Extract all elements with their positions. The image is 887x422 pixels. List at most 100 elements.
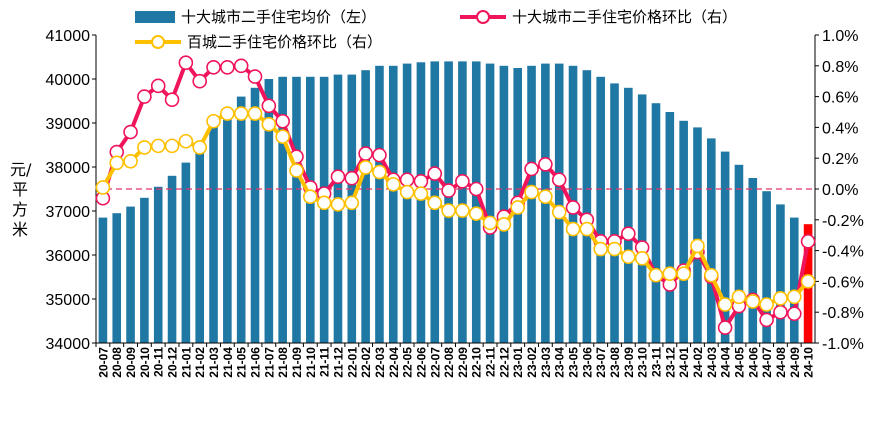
- right-tick-label: -0.8%: [822, 305, 864, 322]
- hundred-city-point-21-10: [303, 189, 318, 204]
- legend-bar-label: 十大城市二手住宅均价（左）: [181, 8, 377, 26]
- hundred-city-point-23-11: [648, 267, 664, 283]
- ten-city-point-24-09: [786, 306, 802, 322]
- bar-20-10: [140, 197, 149, 343]
- hundred-city-point-23-10: [634, 250, 650, 266]
- hundred-city-point-21-12: [330, 197, 346, 212]
- ten-city-point-20-10: [137, 89, 152, 104]
- hundred-city-point-22-06: [413, 186, 429, 201]
- legend-yellow-line-marker-icon: [135, 34, 181, 49]
- x-tick-label: 23-06: [580, 347, 594, 378]
- hundred-city-point-22-03: [372, 164, 387, 180]
- bar-23-04: [554, 63, 564, 343]
- ten-city-point-20-09: [123, 124, 138, 140]
- ten-city-point-22-05: [399, 172, 415, 188]
- ten-city-point-21-01: [178, 55, 194, 71]
- bar-24-01: [679, 120, 688, 343]
- hundred-city-point-20-09: [123, 153, 138, 169]
- bar-23-12: [665, 112, 675, 343]
- left-tick-label: 35000: [46, 292, 91, 309]
- hundred-city-point-23-04: [551, 204, 567, 220]
- hundred-city-point-23-01: [510, 200, 526, 215]
- ten-city-point-24-10: [800, 234, 816, 249]
- ten-city-point-21-02: [192, 73, 208, 89]
- hundred-city-point-21-01: [178, 133, 194, 149]
- bar-22-09: [458, 61, 467, 344]
- hundred-city-point-21-07: [261, 117, 277, 132]
- bar-24-08: [776, 204, 785, 343]
- bar-23-10: [637, 94, 647, 344]
- x-tick-label: 24-05: [732, 347, 746, 378]
- ten-city-point-24-07: [759, 312, 774, 328]
- hundred-city-point-22-11: [482, 215, 498, 231]
- ten-city-point-21-04: [220, 60, 235, 75]
- ten-city-point-22-07: [427, 166, 443, 181]
- legend-item-yellow-line: 百城二手住宅价格环比（右）: [135, 31, 382, 52]
- bar-23-11: [651, 103, 661, 343]
- bar-23-09: [624, 87, 633, 343]
- hundred-city-point-23-08: [607, 241, 622, 257]
- bar-21-03: [209, 125, 218, 343]
- left-tick-label: 40000: [46, 72, 91, 89]
- ten-city-point-21-07: [261, 98, 277, 114]
- x-tick-label: 22-09: [456, 347, 470, 378]
- hundred-city-point-21-05: [233, 106, 249, 121]
- bar-22-04: [388, 65, 398, 344]
- hundred-city-point-21-06: [247, 106, 263, 121]
- left-tick-label: 41000: [46, 28, 91, 45]
- bar-22-10: [471, 61, 481, 344]
- x-tick-label: 22-03: [373, 347, 387, 378]
- ten-city-point-21-08: [275, 113, 290, 129]
- hundred-city-point-21-09: [289, 163, 304, 178]
- bar-21-09: [292, 76, 301, 344]
- x-tick-label: 24-01: [677, 347, 691, 378]
- right-tick-label: -0.2%: [822, 213, 864, 230]
- bar-24-03: [706, 138, 716, 343]
- x-tick-label: 21-07: [262, 347, 276, 378]
- y-axis-label: 元/平方米: [10, 160, 32, 239]
- bar-24-07: [762, 191, 771, 343]
- hundred-city-point-22-02: [358, 160, 373, 175]
- hundred-city-point-20-07: [95, 180, 111, 195]
- ten-city-point-22-02: [358, 146, 373, 161]
- x-tick-label: 21-11: [318, 347, 332, 377]
- x-tick-label: 24-02: [691, 347, 705, 378]
- right-tick-label: -0.4%: [822, 244, 864, 261]
- hundred-city-point-23-12: [662, 266, 678, 282]
- left-tick-label: 36000: [46, 248, 91, 265]
- ten-city-point-21-06: [247, 69, 263, 84]
- x-tick-label: 22-10: [470, 347, 484, 378]
- x-tick-label: 23-12: [663, 347, 677, 378]
- hundred-city-point-24-10: [800, 274, 816, 289]
- ten-city-point-24-04: [717, 320, 733, 335]
- bar-20-11: [153, 186, 163, 343]
- x-tick-label: 21-02: [193, 347, 207, 378]
- bar-21-10: [306, 76, 315, 344]
- left-tick-label: 38000: [46, 160, 91, 177]
- hundred-city-point-24-08: [773, 291, 788, 306]
- hundred-city-point-22-04: [385, 177, 401, 192]
- bar-22-05: [402, 63, 412, 343]
- ten-city-point-21-05: [233, 58, 249, 74]
- x-tick-label: 22-05: [401, 347, 415, 378]
- x-tick-label: 23-07: [594, 347, 608, 378]
- right-tick-label: 0.8%: [822, 59, 858, 76]
- x-tick-label: 23-05: [567, 347, 581, 378]
- x-tick-label: 20-11: [152, 347, 166, 377]
- x-tick-label: 21-12: [331, 347, 345, 378]
- ten-city-point-23-05: [565, 200, 581, 215]
- hundred-city-point-24-07: [759, 297, 774, 312]
- legend-red-line-label: 十大城市二手住宅价格环比（右）: [512, 8, 738, 26]
- x-tick-label: 20-09: [124, 347, 138, 378]
- hundred-city-point-23-09: [621, 249, 636, 265]
- bar-20-12: [167, 175, 177, 343]
- x-tick-label: 21-04: [221, 347, 235, 378]
- bar-24-09: [789, 217, 799, 343]
- hundred-city-point-22-09: [455, 203, 470, 218]
- right-tick-label: -1.0%: [822, 336, 864, 353]
- bar-21-07: [264, 79, 274, 343]
- bar-23-08: [610, 83, 619, 344]
- x-tick-label: 21-08: [276, 347, 290, 378]
- bar-21-04: [223, 112, 232, 343]
